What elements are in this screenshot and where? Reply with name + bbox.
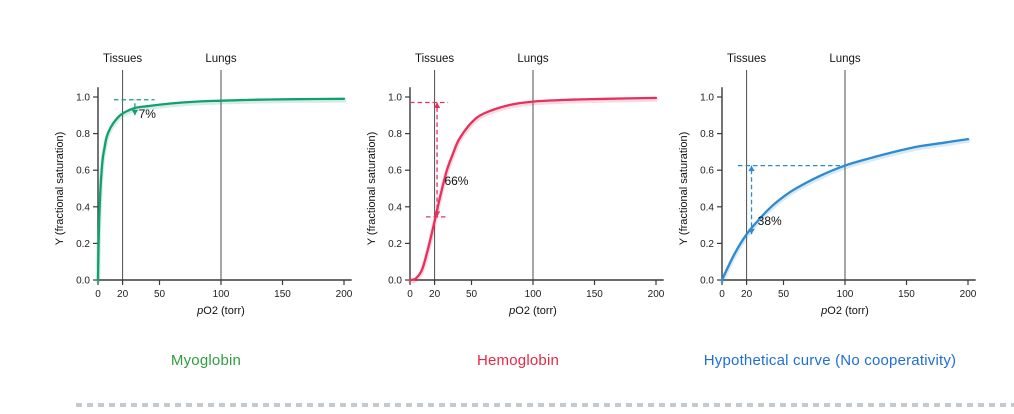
svg-text:Lungs: Lungs — [517, 53, 549, 65]
svg-text:0.8: 0.8 — [388, 129, 402, 140]
svg-text:0.0: 0.0 — [388, 276, 402, 287]
svg-text:pO2 (torr): pO2 (torr) — [508, 305, 557, 317]
svg-text:0: 0 — [95, 289, 101, 300]
svg-text:0.6: 0.6 — [700, 166, 714, 177]
svg-text:Tissues: Tissues — [727, 53, 766, 65]
svg-text:100: 100 — [525, 289, 542, 300]
hemoglobin-title: Hemoglobin — [476, 352, 560, 369]
svg-text:Y (fractional saturation): Y (fractional saturation) — [366, 132, 378, 246]
svg-text:0.4: 0.4 — [388, 202, 402, 213]
myoglobin-plot: Tissues Lungs 0.0 0.2 0.4 0.6 0.8 1.0 0 20 50 100 15… — [50, 42, 362, 338]
myoglobin-title: Myoglobin — [170, 352, 242, 369]
svg-text:0: 0 — [407, 289, 413, 300]
svg-text:0.2: 0.2 — [700, 239, 714, 250]
charts-row: Tissues Lungs 0.0 0.2 0.4 0.6 0.8 1.0 0 20 50 100 15… — [50, 42, 986, 369]
svg-text:100: 100 — [213, 289, 230, 300]
svg-text:0.2: 0.2 — [76, 239, 90, 250]
bottom-dotted-divider — [76, 403, 1014, 407]
svg-text:Y (fractional saturation): Y (fractional saturation) — [678, 132, 690, 246]
hypothetical-plot: Tissues Lungs 0.0 0.2 0.4 0.6 0.8 1.0 0 20 50 100 15… — [674, 42, 986, 338]
svg-text:66%: 66% — [444, 174, 468, 188]
svg-text:50: 50 — [778, 289, 790, 300]
svg-text:200: 200 — [960, 289, 977, 300]
svg-text:7%: 7% — [139, 107, 157, 121]
svg-text:1.0: 1.0 — [76, 93, 90, 104]
svg-text:0.8: 0.8 — [76, 129, 90, 140]
svg-text:200: 200 — [336, 289, 353, 300]
svg-text:0.6: 0.6 — [76, 166, 90, 177]
svg-text:0.0: 0.0 — [76, 276, 90, 287]
svg-text:0.4: 0.4 — [76, 202, 90, 213]
svg-text:pO2 (torr): pO2 (torr) — [820, 305, 869, 317]
svg-text:pO2 (torr): pO2 (torr) — [196, 305, 245, 317]
svg-text:0.4: 0.4 — [700, 202, 714, 213]
svg-text:Tissues: Tissues — [103, 53, 142, 65]
svg-text:50: 50 — [466, 289, 478, 300]
svg-text:0.8: 0.8 — [700, 129, 714, 140]
svg-text:Lungs: Lungs — [829, 53, 861, 65]
svg-text:1.0: 1.0 — [388, 93, 402, 104]
svg-text:150: 150 — [898, 289, 915, 300]
hemoglobin-plot: Tissues Lungs 0.0 0.2 0.4 0.6 0.8 1.0 0 20 50 100 15… — [362, 42, 674, 338]
svg-text:20: 20 — [741, 289, 753, 300]
chart-panel-myoglobin: Tissues Lungs 0.0 0.2 0.4 0.6 0.8 1.0 0 20 50 100 15… — [50, 42, 362, 369]
svg-text:200: 200 — [648, 289, 665, 300]
hypothetical-title: Hypothetical curve (No cooperativity) — [703, 352, 957, 369]
svg-text:Y (fractional saturation): Y (fractional saturation) — [54, 132, 66, 246]
svg-text:0.6: 0.6 — [388, 166, 402, 177]
svg-text:Lungs: Lungs — [205, 53, 237, 65]
svg-text:150: 150 — [274, 289, 291, 300]
svg-text:0.0: 0.0 — [700, 276, 714, 287]
svg-text:100: 100 — [837, 289, 854, 300]
chart-panel-hemoglobin: Tissues Lungs 0.0 0.2 0.4 0.6 0.8 1.0 0 20 50 100 15… — [362, 42, 674, 369]
svg-text:Tissues: Tissues — [415, 53, 454, 65]
svg-text:20: 20 — [429, 289, 441, 300]
svg-text:50: 50 — [154, 289, 166, 300]
chart-panel-hypothetical: Tissues Lungs 0.0 0.2 0.4 0.6 0.8 1.0 0 20 50 100 15… — [674, 42, 986, 369]
svg-text:0: 0 — [719, 289, 725, 300]
svg-text:1.0: 1.0 — [700, 93, 714, 104]
svg-text:20: 20 — [117, 289, 129, 300]
svg-text:0.2: 0.2 — [388, 239, 402, 250]
svg-text:150: 150 — [586, 289, 603, 300]
svg-text:38%: 38% — [758, 214, 782, 228]
